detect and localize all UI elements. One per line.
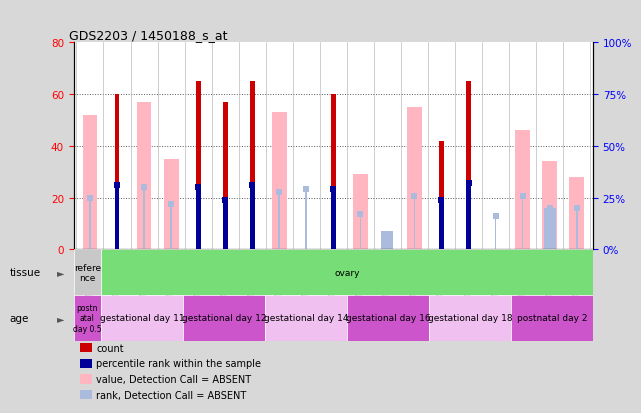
Bar	[569, 178, 584, 250]
Bar	[89, 198, 91, 250]
Text: gestational day 16: gestational day 16	[345, 313, 430, 323]
Text: postn
atal
day 0.5: postn atal day 0.5	[73, 303, 102, 333]
Bar	[439, 200, 444, 250]
Bar	[115, 186, 119, 250]
Bar	[542, 162, 557, 250]
Bar	[429, 295, 511, 341]
Bar	[83, 116, 97, 250]
Bar	[250, 186, 254, 250]
Text: value, Detection Call = ABSENT: value, Detection Call = ABSENT	[96, 374, 251, 384]
Text: gestational day 11: gestational day 11	[100, 313, 185, 323]
Bar	[265, 295, 347, 341]
Bar	[171, 204, 172, 250]
Text: gestational day 12: gestational day 12	[182, 313, 266, 323]
Bar	[439, 141, 444, 250]
Bar	[115, 95, 119, 250]
Text: tissue: tissue	[10, 268, 41, 278]
Bar	[196, 82, 201, 250]
Bar	[278, 192, 280, 250]
Bar	[353, 175, 368, 250]
Text: count: count	[96, 343, 124, 353]
Bar	[576, 209, 578, 250]
Bar	[101, 295, 183, 341]
Text: age: age	[10, 313, 29, 323]
Bar	[360, 215, 361, 250]
Text: gestational day 18: gestational day 18	[428, 313, 512, 323]
Bar	[549, 209, 551, 250]
Bar	[74, 295, 101, 341]
Bar	[163, 159, 178, 250]
Bar	[515, 131, 530, 250]
Text: percentile rank within the sample: percentile rank within the sample	[96, 358, 261, 368]
Text: refere
nce: refere nce	[74, 263, 101, 282]
Bar	[272, 113, 287, 250]
Bar	[331, 190, 336, 250]
Text: ►: ►	[57, 313, 65, 323]
Text: gestational day 14: gestational day 14	[263, 313, 348, 323]
Bar	[183, 295, 265, 341]
Bar	[511, 295, 593, 341]
Bar	[250, 82, 254, 250]
Text: GDS2203 / 1450188_s_at: GDS2203 / 1450188_s_at	[69, 29, 227, 42]
Text: ovary: ovary	[334, 268, 360, 277]
Bar	[522, 196, 524, 250]
Bar	[495, 217, 496, 250]
Text: ►: ►	[57, 268, 65, 278]
Bar	[413, 196, 415, 250]
Bar	[544, 209, 556, 250]
Bar	[143, 188, 145, 250]
Bar	[306, 190, 307, 250]
Bar	[222, 200, 228, 250]
Bar	[347, 295, 429, 341]
Bar	[381, 231, 394, 250]
Text: rank, Detection Call = ABSENT: rank, Detection Call = ABSENT	[96, 390, 246, 400]
Bar	[74, 250, 101, 295]
Bar	[196, 188, 201, 250]
Text: postnatal day 2: postnatal day 2	[517, 313, 587, 323]
Bar	[466, 184, 471, 250]
Bar	[137, 103, 151, 250]
Bar	[331, 95, 336, 250]
Bar	[407, 108, 422, 250]
Bar	[466, 82, 471, 250]
Bar	[222, 103, 228, 250]
